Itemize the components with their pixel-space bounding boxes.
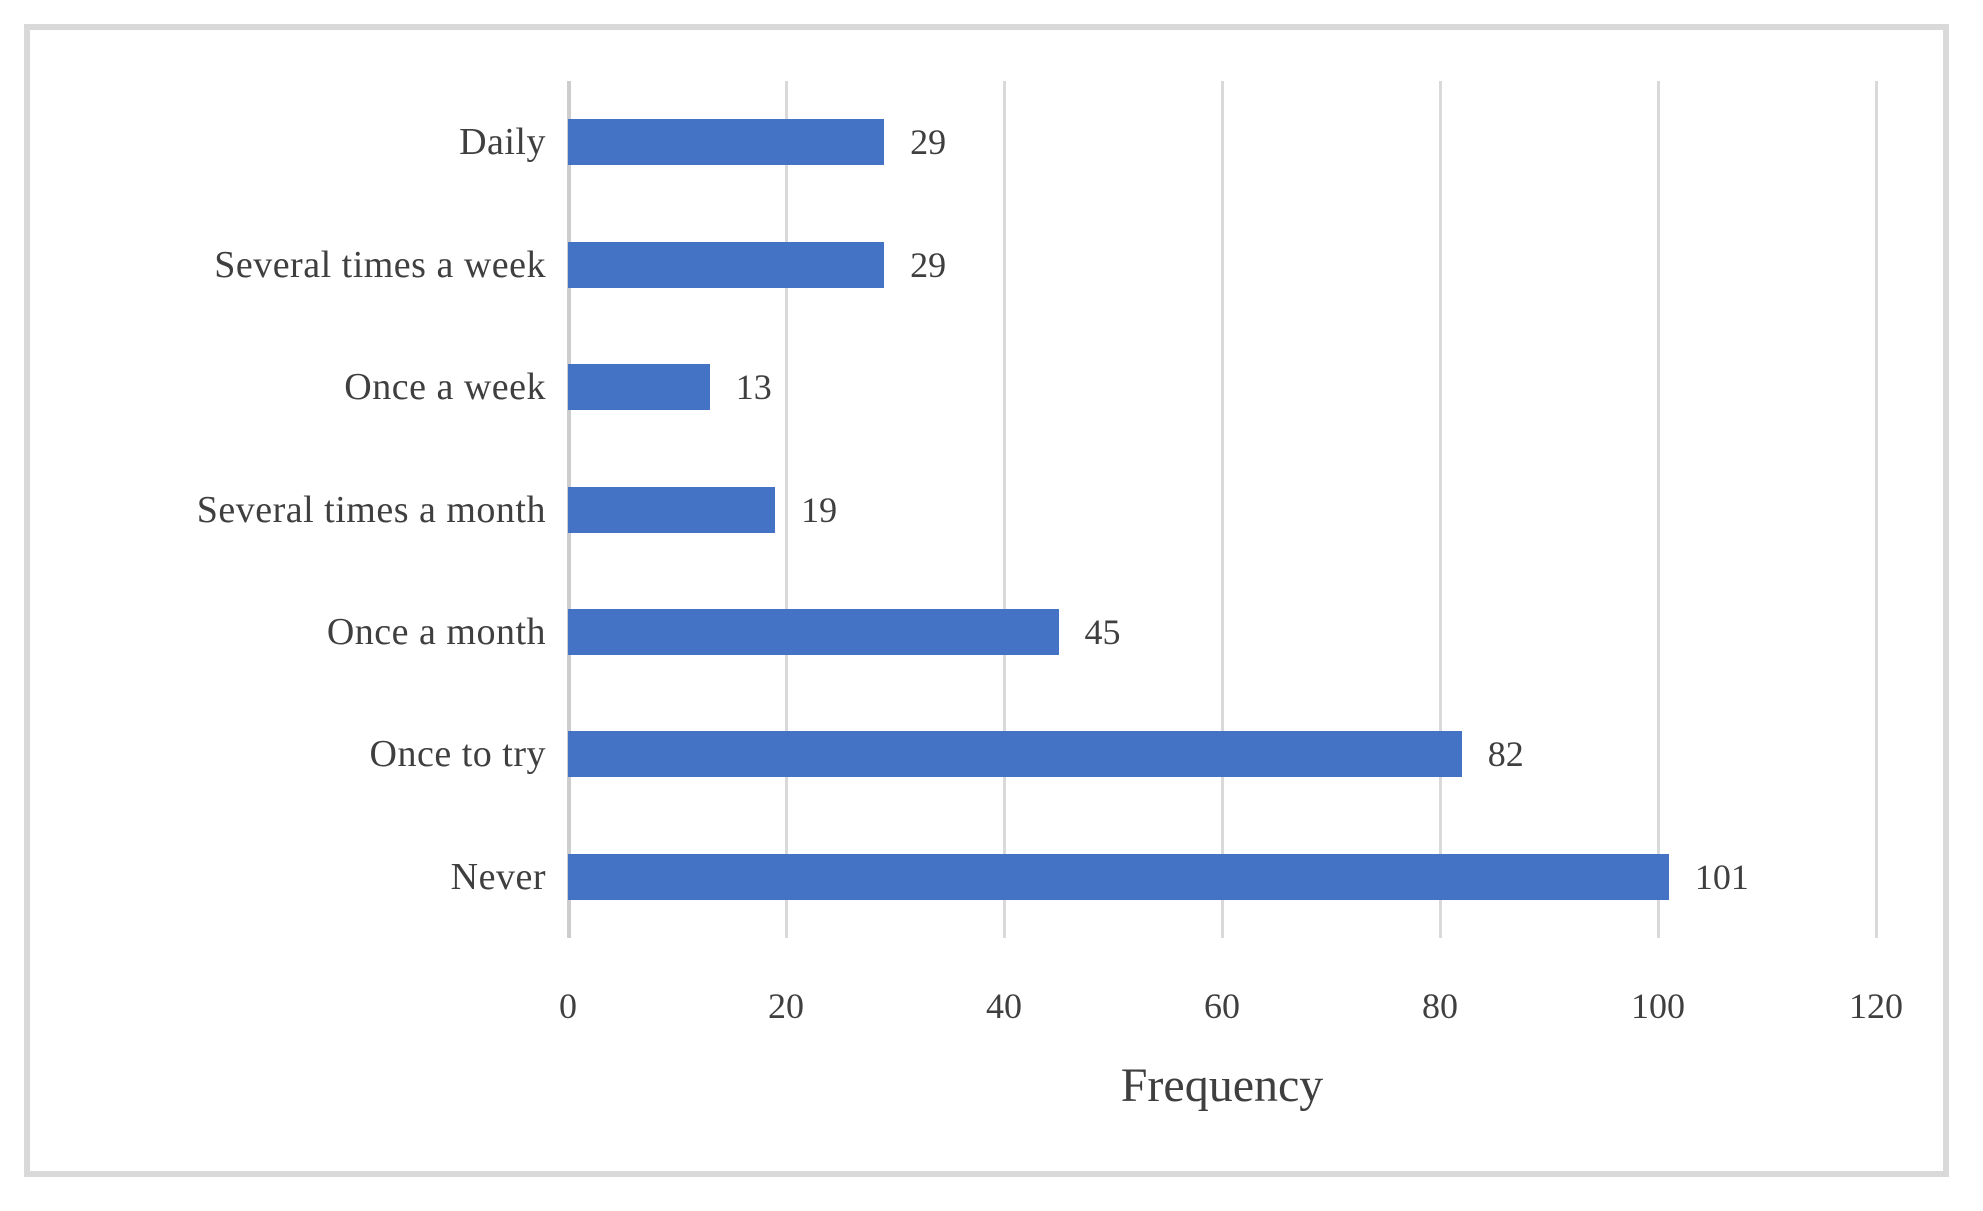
data-label: 101 bbox=[1694, 856, 1749, 897]
plot-area: 29 29 13 19 45 82 101 bbox=[567, 81, 1878, 938]
tick-label-40: 40 bbox=[986, 986, 1022, 1026]
x-axis-title: Frequency bbox=[1120, 1059, 1324, 1112]
category-label: Several times a month bbox=[196, 488, 546, 531]
tick-label-0: 0 bbox=[559, 986, 577, 1026]
chart-frame bbox=[24, 24, 1949, 1177]
gridline-60 bbox=[1221, 81, 1224, 938]
bar-never bbox=[568, 853, 1669, 900]
bar-once-to-try bbox=[568, 731, 1462, 778]
bar-once-a-week bbox=[568, 364, 710, 411]
tick-label-80: 80 bbox=[1422, 986, 1458, 1026]
gridline-100 bbox=[1657, 81, 1660, 938]
category-label: Once a week bbox=[344, 366, 546, 409]
data-label: 29 bbox=[910, 122, 947, 163]
tick-label-120: 120 bbox=[1849, 986, 1903, 1026]
gridline-120 bbox=[1875, 81, 1878, 938]
data-label: 29 bbox=[910, 244, 947, 285]
data-label: 45 bbox=[1084, 611, 1121, 652]
category-label: Daily bbox=[459, 121, 546, 164]
bar-once-a-month bbox=[568, 608, 1059, 655]
gridline-20 bbox=[785, 81, 788, 938]
tick-label-100: 100 bbox=[1631, 986, 1685, 1026]
gridline-80 bbox=[1439, 81, 1442, 938]
data-label: 82 bbox=[1487, 734, 1524, 775]
bar-daily bbox=[568, 119, 885, 166]
data-label: 13 bbox=[735, 367, 772, 408]
category-label: Never bbox=[450, 855, 546, 898]
category-label: Once to try bbox=[369, 733, 546, 776]
category-label: Several times a week bbox=[214, 243, 546, 286]
data-label: 19 bbox=[801, 489, 838, 530]
gridline-40 bbox=[1003, 81, 1006, 938]
bar-several-times-a-week bbox=[568, 241, 885, 288]
bar-several-times-a-month bbox=[568, 486, 776, 533]
tick-label-60: 60 bbox=[1204, 986, 1240, 1026]
category-label: Once a month bbox=[326, 610, 546, 653]
tick-label-20: 20 bbox=[768, 986, 804, 1026]
